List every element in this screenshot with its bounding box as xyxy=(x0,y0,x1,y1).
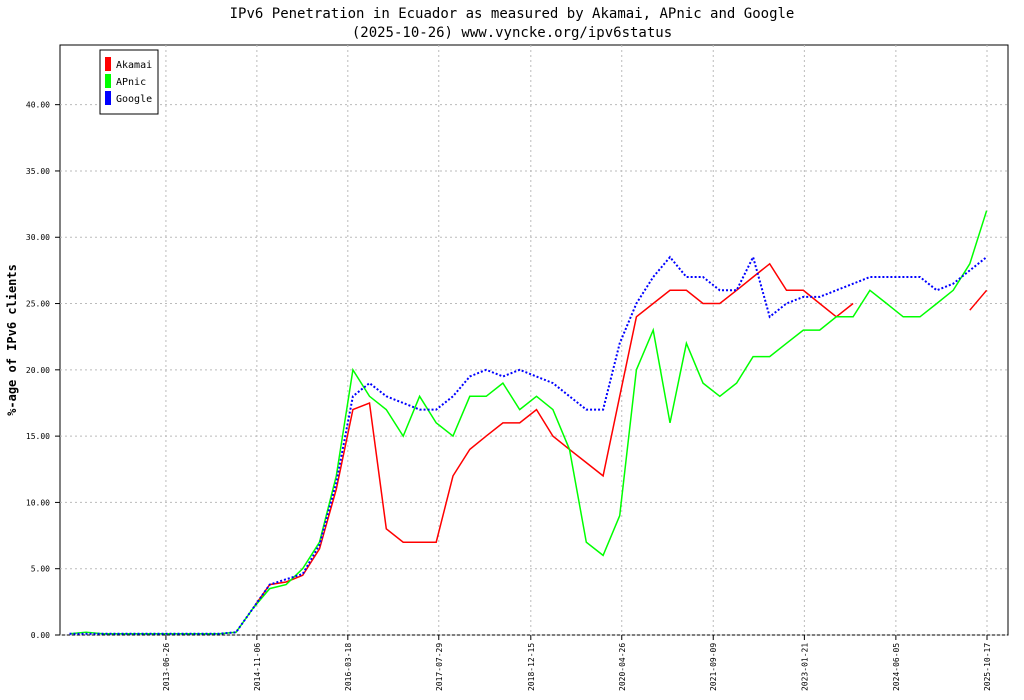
legend-swatch xyxy=(105,57,111,71)
x-tick-label: 2018-12-15 xyxy=(527,643,536,691)
x-tick-label: 2021-09-09 xyxy=(709,643,718,691)
chart-title: IPv6 Penetration in Ecuador as measured … xyxy=(230,6,795,22)
x-tick-label: 2016-03-18 xyxy=(344,643,353,691)
x-tick-label: 2014-11-06 xyxy=(253,643,262,691)
x-tick-label: 2013-06-26 xyxy=(162,643,171,691)
legend-label: APnic xyxy=(116,77,146,88)
chart-subtitle: (2025-10-26) www.vyncke.org/ipv6status xyxy=(352,25,672,41)
plot-frame xyxy=(59,44,1009,636)
y-tick-label: 30.00 xyxy=(26,233,50,242)
x-tick-label: 2024-06-05 xyxy=(892,643,901,691)
y-tick-label: 0.00 xyxy=(31,631,50,640)
y-tick-label: 15.00 xyxy=(26,432,50,441)
y-axis-label: %-age of IPv6 clients xyxy=(5,264,19,416)
y-tick-label: 25.00 xyxy=(26,300,50,309)
x-tick-label: 2025-10-17 xyxy=(983,643,992,691)
legend-label: Google xyxy=(116,94,152,105)
legend-label: Akamai xyxy=(116,60,152,71)
y-tick-label: 35.00 xyxy=(26,167,50,176)
x-tick-label: 2023-01-21 xyxy=(800,643,809,691)
series-line xyxy=(252,262,988,609)
y-tick-label: 20.00 xyxy=(26,366,50,375)
legend-swatch xyxy=(105,74,111,88)
y-tick-label: 10.00 xyxy=(26,498,50,507)
x-tick-label: 2017-07-29 xyxy=(435,643,444,691)
y-tick-label: 5.00 xyxy=(31,565,50,574)
y-tick-label: 40.00 xyxy=(26,101,50,110)
series-line xyxy=(69,254,988,635)
legend-swatch xyxy=(105,91,111,105)
x-tick-label: 2020-04-26 xyxy=(618,643,627,691)
